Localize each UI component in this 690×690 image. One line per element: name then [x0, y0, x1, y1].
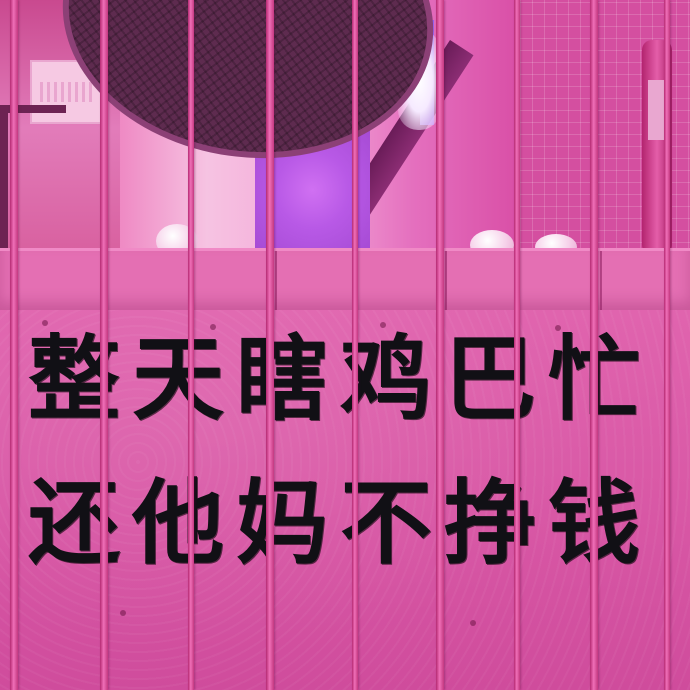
- form-tie-hole: [120, 610, 126, 616]
- parapet-seam: [275, 251, 277, 313]
- railing-bar: [352, 0, 358, 690]
- parapet-seam: [445, 251, 447, 313]
- railing-bar: [436, 0, 444, 690]
- form-tie-hole: [555, 325, 561, 331]
- railing-bar: [188, 0, 194, 690]
- concrete-wall: [0, 310, 690, 690]
- fire-extinguisher-label: [648, 80, 666, 140]
- parapet-seam: [600, 251, 602, 313]
- railing-bar: [590, 0, 598, 690]
- form-tie-hole: [470, 620, 476, 626]
- form-tie-hole: [42, 320, 48, 326]
- railing-bar: [266, 0, 274, 690]
- slogan-line-2: 还他妈不挣钱: [28, 470, 653, 577]
- slogan-line-1: 整天瞎鸡巴忙: [28, 326, 653, 433]
- chair-frame: [0, 105, 66, 253]
- form-tie-hole: [210, 324, 216, 330]
- air-conditioner-unit: [30, 60, 104, 124]
- form-tie-hole: [380, 322, 386, 328]
- railing-bar: [664, 0, 670, 690]
- railing-bar: [10, 0, 18, 690]
- railing-bar: [100, 0, 108, 690]
- railing-bar: [514, 0, 520, 690]
